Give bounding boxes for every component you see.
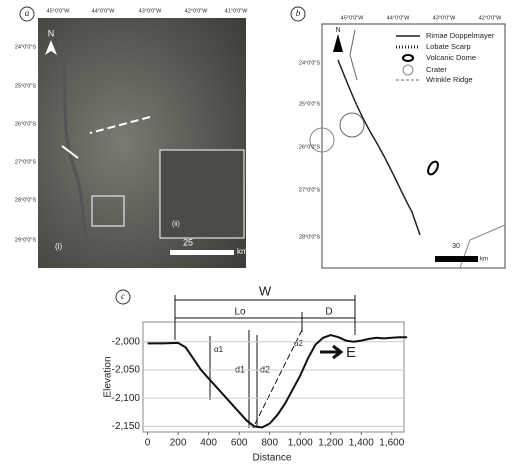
panel-label: a xyxy=(25,8,30,18)
lat-label: 29°0'0"S xyxy=(15,237,36,243)
x-tick-label: 1,200 xyxy=(318,438,343,449)
y-tick-label: -2,050 xyxy=(112,365,141,376)
annotation: α2 xyxy=(294,339,304,348)
region-label: (i) xyxy=(55,242,62,251)
lon-label: 45°0'0"W xyxy=(47,8,70,14)
scale-unit: km xyxy=(237,247,248,256)
lat-label: 27°0'0"S xyxy=(15,159,36,165)
lat-label: 25°0'0"S xyxy=(15,83,36,89)
lat-label: 24°0'0"S xyxy=(15,44,36,50)
lat-label: 27°0'0"S xyxy=(299,187,320,193)
x-tick-label: 800 xyxy=(261,438,278,449)
region-label: (ii) xyxy=(172,221,180,228)
lon-label: 45°0'0"W xyxy=(341,15,364,21)
scale-bar xyxy=(170,250,234,255)
annotation: α1 xyxy=(214,345,224,354)
x-tick-label: 0 xyxy=(145,438,151,449)
profile-line xyxy=(148,335,408,428)
annotation: d2 xyxy=(260,364,270,374)
lat-label: 28°0'0"S xyxy=(299,234,320,240)
legend-label: Wrinkle Ridge xyxy=(426,75,473,84)
scale-value: 30 xyxy=(452,243,460,250)
plot-frame xyxy=(143,322,404,432)
lat-label: 25°0'0"S xyxy=(299,101,320,107)
legend-label: Lobate Scarp xyxy=(426,42,471,51)
annotation: D xyxy=(325,307,332,318)
lat-label: 24°0'0"S xyxy=(299,60,320,66)
lon-label: 43°0'0"W xyxy=(139,8,162,14)
figure: a N (i) (ii) 25 km b N 30 km c xyxy=(0,0,512,468)
y-tick-label: -2,150 xyxy=(112,421,141,432)
lon-label: 43°0'0"W xyxy=(433,15,456,21)
panel-label: b xyxy=(296,8,301,18)
x-axis-title: Distance xyxy=(253,453,292,464)
scale-value: 25 xyxy=(183,237,193,247)
y-axis-title: Elevation xyxy=(103,356,114,397)
x-tick-label: 200 xyxy=(170,438,187,449)
legend-label: Rimae Doppelmayer xyxy=(426,31,495,40)
lat-label: 26°0'0"S xyxy=(299,144,320,150)
north-label: N xyxy=(48,28,55,38)
annotation: E xyxy=(346,344,356,361)
annotation: W xyxy=(259,283,272,298)
x-tick-label: 1,000 xyxy=(288,438,313,449)
lat-label: 28°0'0"S xyxy=(15,197,36,203)
lon-label: 44°0'0"W xyxy=(92,8,115,14)
map xyxy=(322,24,505,268)
x-tick-label: 1,600 xyxy=(379,438,404,449)
annotation: d1 xyxy=(235,364,245,374)
north-label: N xyxy=(335,27,340,34)
lat-label: 26°0'0"S xyxy=(15,121,36,127)
scale-unit: km xyxy=(480,257,488,263)
annotation: Lo xyxy=(234,307,246,318)
legend-label: Crater xyxy=(426,65,447,74)
legend-label: Volcanic Dome xyxy=(426,53,476,62)
y-tick-label: -2,000 xyxy=(112,336,141,347)
x-tick-label: 400 xyxy=(200,438,217,449)
lon-label: 42°0'0"W xyxy=(479,15,502,21)
lon-label: 41°0'0"W xyxy=(225,8,248,14)
x-tick-label: 600 xyxy=(231,438,248,449)
scale-bar xyxy=(435,256,478,262)
page: {"panel_a": {"label": "a", "lon_labels":… xyxy=(0,0,512,468)
lon-label: 42°0'0"W xyxy=(185,8,208,14)
y-tick-label: -2,100 xyxy=(112,393,141,404)
panel-label: c xyxy=(121,291,125,301)
direction-arrow xyxy=(320,346,341,358)
lon-label: 44°0'0"W xyxy=(387,15,410,21)
x-tick-label: 1,400 xyxy=(349,438,374,449)
